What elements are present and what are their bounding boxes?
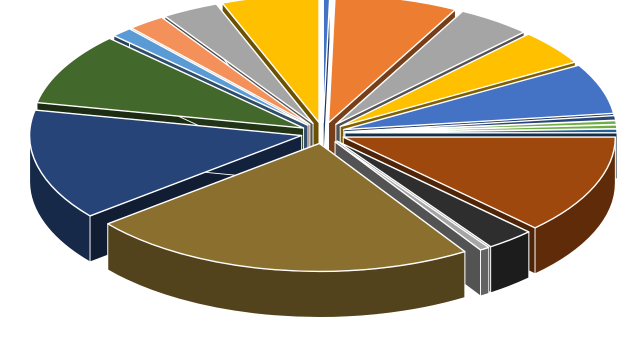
pie-slice-1 [327, 0, 457, 124]
pie-slice-16 [130, 16, 311, 126]
pie-slice-17 [164, 3, 314, 125]
pie-slice-outer-wall [480, 246, 490, 297]
pie-slice-9 [342, 136, 617, 229]
pie-slice-12 [107, 142, 466, 273]
pie-slice-10 [336, 140, 530, 248]
pie-slice-3 [339, 33, 576, 128]
pie-slice-15 [113, 28, 309, 127]
pie-slice-2 [335, 10, 525, 126]
pie-tops-layer [28, 0, 618, 273]
pie-slice-8 [344, 128, 618, 134]
pie-slice-11 [334, 141, 490, 251]
pie-slice-14 [36, 37, 305, 129]
pie-slice-4 [343, 64, 615, 131]
pie-slice-13 [28, 109, 303, 217]
pie-slice-18 [221, 0, 320, 124]
pie-slice-0 [322, 0, 331, 124]
